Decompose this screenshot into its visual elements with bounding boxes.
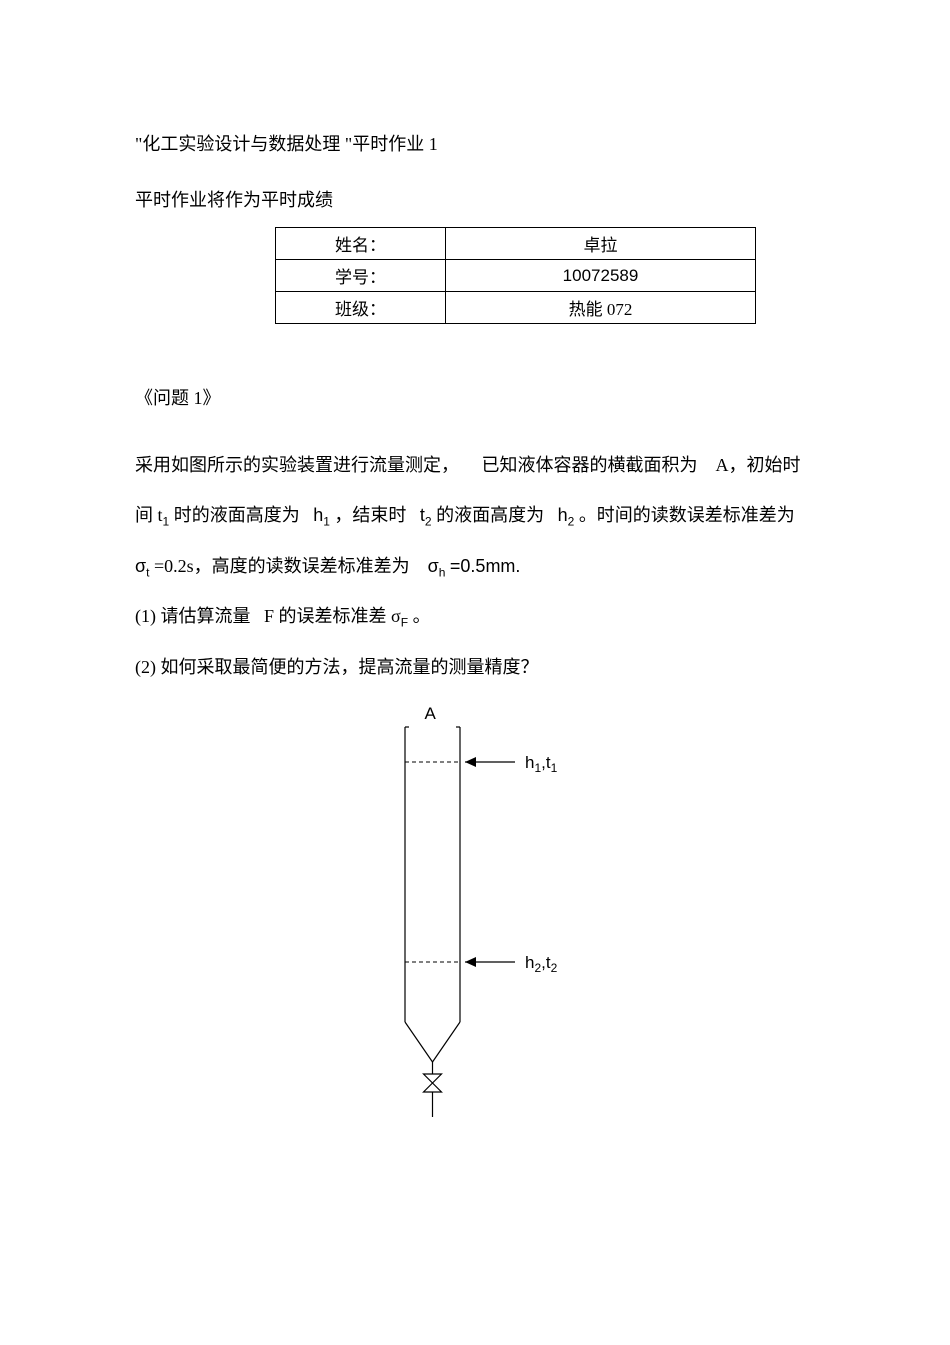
page-subtitle: 平时作业将作为平时成绩 [135, 186, 815, 212]
student-info-table: 姓名： 卓拉 学号： 10072589 班级： 热能 072 [275, 227, 756, 324]
table-row: 学号： 10072589 [276, 260, 756, 292]
svg-text:h2,t2: h2,t2 [525, 953, 558, 975]
name-label: 姓名： [276, 228, 446, 260]
problem-line-3: σt =0.2s，高度的读数误差标准差为 σh =0.5mm. [135, 541, 815, 591]
flow-diagram: Ah1,t1 h2,t2 [325, 702, 625, 1142]
table-row: 班级： 热能 072 [276, 292, 756, 324]
problem-body: 采用如图所示的实验装置进行流量测定， 已知液体容器的横截面积为 A，初始时 间 … [135, 440, 815, 692]
id-label: 学号： [276, 260, 446, 292]
problem-line-1: 采用如图所示的实验装置进行流量测定， 已知液体容器的横截面积为 A，初始时 [135, 440, 815, 490]
problem-q1: (1) 请估算流量 F 的误差标准差 σF 。 [135, 591, 815, 641]
svg-text:A: A [425, 704, 437, 723]
page-title: "化工实验设计与数据处理 "平时作业 1 [135, 130, 815, 156]
diagram-container: Ah1,t1 h2,t2 [135, 702, 815, 1147]
problem-header: 《问题 1》 [135, 384, 815, 410]
class-label: 班级： [276, 292, 446, 324]
class-value: 热能 072 [446, 292, 756, 324]
problem-line-2: 间 t1 时的液面高度为 h1 ，结束时 t2 的液面高度为 h2 。时间的读数… [135, 490, 815, 540]
table-row: 姓名： 卓拉 [276, 228, 756, 260]
id-value: 10072589 [446, 260, 756, 292]
svg-text:h1,t1: h1,t1 [525, 753, 558, 775]
problem-q2: (2) 如何采取最简便的方法，提高流量的测量精度？ [135, 642, 815, 692]
name-value: 卓拉 [446, 228, 756, 260]
